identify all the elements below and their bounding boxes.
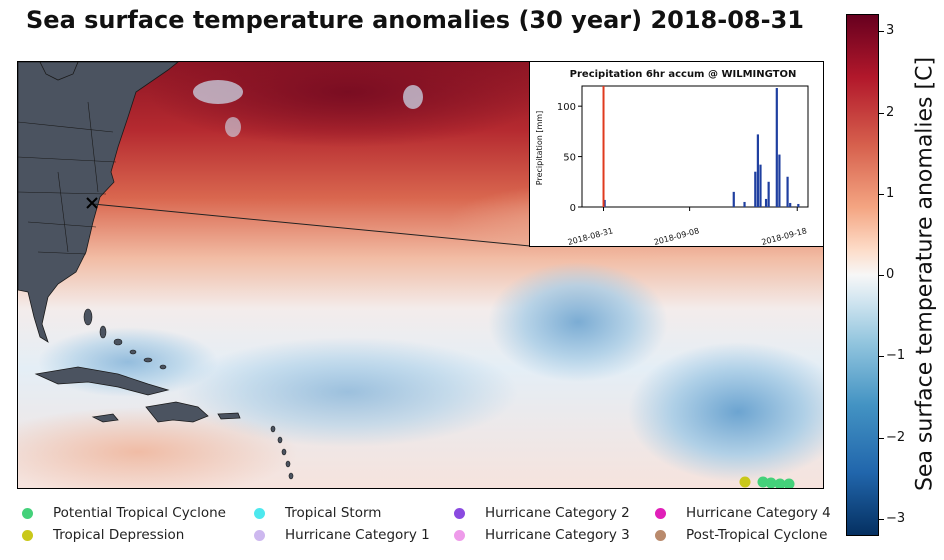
cool-patch [225, 117, 241, 137]
legend-label: Hurricane Category 1 [285, 527, 430, 543]
sst-map-svg [18, 62, 823, 488]
colorbar-tick-label: 2 [886, 104, 895, 120]
precipitation-bar [764, 198, 768, 207]
precipitation-bar [743, 201, 746, 207]
legend-dot-icon [254, 507, 265, 519]
legend-label: Hurricane Category 2 [485, 505, 630, 521]
legend-item-tropical-depression: Tropical Depression [22, 527, 184, 543]
legend-dot-icon [655, 529, 666, 541]
legend-label: Post-Tropical Cyclone [686, 527, 828, 543]
colorbar-tick [878, 112, 884, 114]
colorbar [846, 14, 879, 536]
legend-label: Tropical Storm [285, 505, 382, 521]
lesser-antilles-islands [270, 425, 294, 480]
cool-region [488, 262, 668, 382]
inset-plot-frame [581, 85, 809, 208]
colorbar-tick-label: −2 [886, 429, 906, 445]
colorbar-tick [878, 437, 884, 439]
precipitation-bar [775, 88, 778, 207]
precipitation-bar [759, 164, 762, 207]
inset-title: Precipitation 6hr accum @ WILMINGTON [570, 69, 797, 80]
cool-patch [193, 80, 243, 104]
colorbar-tick [878, 356, 884, 358]
inset-ylabel: Precipitation [mm] [535, 111, 544, 185]
storm-point-potential-tropical-cyclone [774, 478, 786, 488]
newfoundland-landmass [39, 62, 79, 81]
legend-dot-icon [655, 507, 666, 519]
legend-dot-icon [22, 507, 33, 519]
warm-region [18, 407, 298, 488]
legend-item-post-tropical-cyclone: Post-Tropical Cyclone [655, 527, 827, 543]
precipitation-chart: Precipitation 6hr accum @ WILMINGTON Pre… [535, 69, 809, 247]
legend-item-hurricane-category-2: Hurricane Category 2 [454, 505, 630, 521]
storm-point-tropical-depression [739, 476, 751, 488]
cool-patch [403, 85, 423, 109]
precipitation-bar [732, 191, 735, 207]
bahamas-islands [83, 308, 167, 370]
cool-region [178, 337, 518, 447]
storm-point-potential-tropical-cyclone [783, 478, 795, 488]
precipitation-inset: Precipitation 6hr accum @ WILMINGTON Pre… [529, 61, 824, 247]
colorbar-tick-label: −1 [886, 348, 906, 364]
puerto-rico-island [217, 412, 241, 420]
inset-ytick-label: 50 [563, 153, 576, 164]
legend-dot-icon [22, 529, 33, 541]
colorbar-tick-label: 3 [886, 23, 895, 39]
legend-dot-icon [454, 507, 465, 519]
sst-map[interactable] [17, 61, 824, 489]
precipitation-bar [603, 199, 606, 207]
inset-ytick-label: 0 [570, 203, 576, 214]
legend-item-potential-tropical-cyclone: Potential Tropical Cyclone [22, 505, 226, 521]
colorbar-tick [878, 275, 884, 276]
legend-dot-icon [454, 529, 465, 541]
colorbar-tick-label: 1 [886, 185, 895, 201]
precipitation-bar [786, 176, 789, 207]
precipitation-bar [756, 134, 759, 207]
legend-item-hurricane-category-3: Hurricane Category 3 [454, 527, 630, 543]
storm-category-legend: Potential Tropical Cyclone Tropical Depr… [22, 505, 842, 549]
precipitation-bar [789, 202, 792, 207]
cool-region [628, 342, 823, 482]
storm-point-potential-tropical-cyclone [765, 477, 777, 488]
inset-ytick-label: 100 [557, 102, 576, 113]
colorbar-tick [878, 518, 884, 520]
legend-label: Potential Tropical Cyclone [53, 505, 226, 521]
storm-track [739, 476, 795, 488]
precipitation-bar [778, 154, 781, 207]
precipitation-bar [797, 203, 800, 207]
legend-item-hurricane-category-4: Hurricane Category 4 [655, 505, 831, 521]
jamaica-island [91, 413, 119, 423]
legend-dot-icon [254, 529, 265, 541]
legend-item-tropical-storm: Tropical Storm [254, 505, 381, 521]
warm-core [148, 62, 548, 147]
north-america-landmass [18, 62, 179, 343]
page-title: Sea surface temperature anomalies (30 ye… [26, 6, 804, 34]
colorbar-tick [878, 31, 884, 33]
x-marker-icon [86, 197, 98, 209]
legend-label: Hurricane Category 3 [485, 527, 630, 543]
hispaniola-island [145, 401, 209, 423]
precipitation-bar [767, 181, 770, 207]
legend-label: Tropical Depression [53, 527, 185, 543]
inset-xtick-label: 2018-09-18 [761, 226, 808, 246]
colorbar-tick-label: 0 [886, 267, 895, 282]
inset-connector-line [92, 203, 531, 247]
inset-xtick-label: 2018-08-31 [567, 226, 614, 246]
precipitation-bar [754, 171, 757, 207]
colorbar-label: Sea surface temperature anomalies [C] [912, 56, 938, 492]
legend-label: Hurricane Category 4 [686, 505, 831, 521]
legend-item-hurricane-category-1: Hurricane Category 1 [254, 527, 430, 543]
storm-point-potential-tropical-cyclone [757, 476, 769, 488]
colorbar-tick [878, 193, 884, 195]
colorbar-tick-label: −3 [886, 510, 906, 526]
inset-xtick-label: 2018-09-08 [653, 226, 700, 246]
state-borders [18, 101, 117, 255]
cuba-island [34, 366, 170, 396]
